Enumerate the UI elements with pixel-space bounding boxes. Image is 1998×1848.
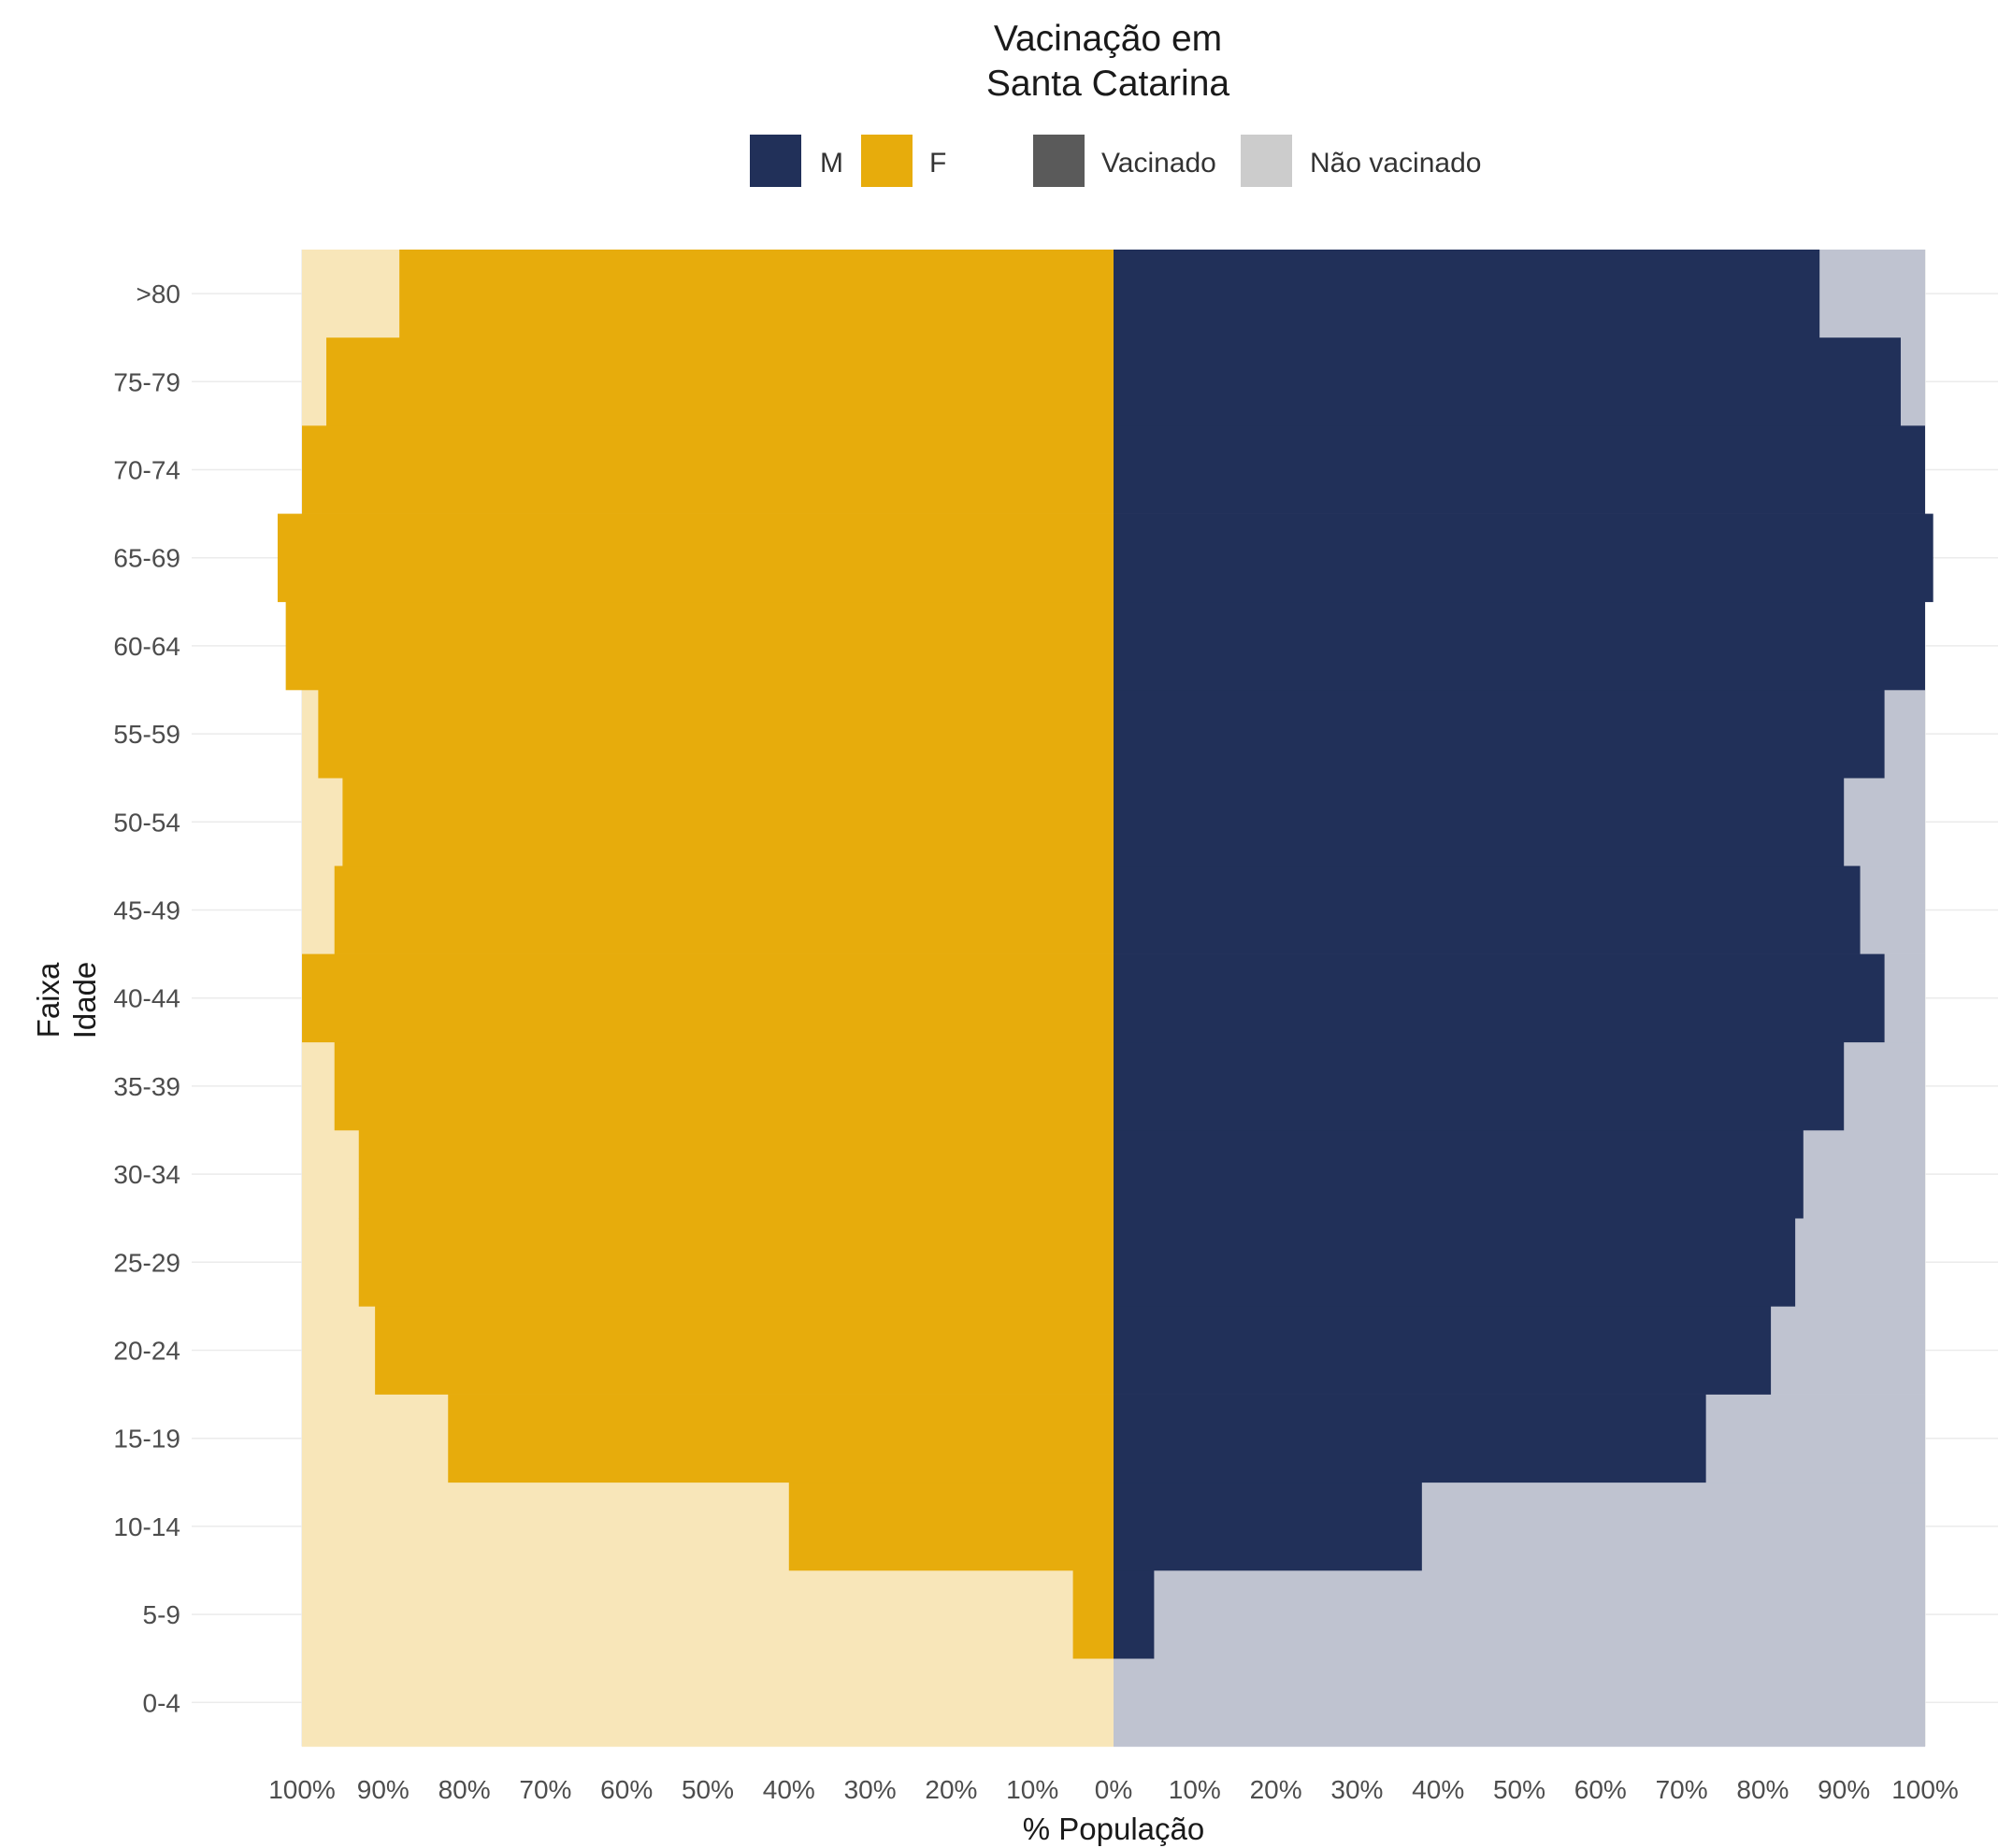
bar-m-unvaccinated <box>1114 1658 1925 1747</box>
bar-m-vaccinated <box>1114 1570 1155 1659</box>
y-axis-title-line1: Faixa <box>31 962 65 1038</box>
bar-m-vaccinated <box>1114 1130 1804 1219</box>
bar-f-vaccinated <box>448 1394 1114 1483</box>
x-tick-label: 60% <box>1574 1775 1627 1804</box>
bar-m-vaccinated <box>1114 1306 1772 1395</box>
x-tick-label: 100% <box>1891 1775 1959 1804</box>
x-tick-label: 100% <box>268 1775 336 1804</box>
bar-m-vaccinated <box>1114 1394 1706 1483</box>
bar-m-vaccinated <box>1114 513 1933 603</box>
y-tick-label: 25-29 <box>113 1248 180 1277</box>
legend-key-vacinado <box>1033 135 1085 187</box>
y-tick-label: 5-9 <box>143 1600 180 1629</box>
bar-m-vaccinated <box>1114 778 1845 867</box>
y-tick-label: 40-44 <box>113 984 180 1013</box>
x-tick-label: 10% <box>1006 1775 1058 1804</box>
bar-m-vaccinated <box>1114 601 1925 691</box>
x-tick-label: 40% <box>1412 1775 1464 1804</box>
bar-m-vaccinated <box>1114 866 1861 954</box>
x-tick-label: 40% <box>763 1775 815 1804</box>
y-tick-label: >80 <box>137 279 181 308</box>
bar-f-vaccinated <box>342 778 1114 867</box>
y-tick-labels: 0-4 5-9 10-14 15-19 20-24 25-29 30-34 35-39 40-4… <box>113 279 180 1717</box>
bar-f-vaccinated <box>326 337 1114 426</box>
x-tick-label: 20% <box>1250 1775 1302 1804</box>
y-tick-label: 30-34 <box>113 1160 180 1189</box>
legend-label-m: M <box>820 148 843 179</box>
x-axis-title: % População <box>1023 1812 1204 1846</box>
legend-label-f: F <box>929 148 947 179</box>
bar-f-vaccinated <box>375 1306 1114 1395</box>
y-tick-label: 10-14 <box>113 1512 180 1541</box>
x-tick-label: 50% <box>1493 1775 1545 1804</box>
bar-m-vaccinated <box>1114 1218 1796 1307</box>
y-tick-label: 45-49 <box>113 896 180 925</box>
bar-m-vaccinated <box>1114 953 1885 1043</box>
bar-m-unvaccinated <box>1114 1570 1925 1659</box>
vaccinated-bars <box>277 250 1933 1659</box>
bar-f-vaccinated <box>318 690 1114 779</box>
legend-key-f <box>861 135 913 187</box>
bar-f-vaccinated <box>1072 1570 1114 1659</box>
chart-title-line1: Vacinação em <box>993 19 1223 59</box>
y-tick-label: 50-54 <box>113 808 180 837</box>
bar-m-vaccinated <box>1114 1482 1422 1571</box>
bar-f-vaccinated <box>302 425 1114 514</box>
legend-key-nao-vacinado <box>1241 135 1292 187</box>
x-tick-label: 80% <box>438 1775 491 1804</box>
legend-key-m <box>750 135 801 187</box>
bar-f-unvaccinated <box>302 1570 1114 1659</box>
x-tick-label: 90% <box>357 1775 410 1804</box>
bar-f-vaccinated <box>788 1482 1114 1571</box>
bar-m-vaccinated <box>1114 1041 1845 1131</box>
x-tick-label: 80% <box>1736 1775 1789 1804</box>
y-tick-label: 55-59 <box>113 720 180 749</box>
x-tick-label: 70% <box>1656 1775 1708 1804</box>
y-tick-label: 75-79 <box>113 367 180 396</box>
bar-f-vaccinated <box>302 953 1114 1043</box>
bar-f-vaccinated <box>334 1041 1114 1131</box>
y-tick-label: 15-19 <box>113 1425 180 1454</box>
y-tick-label: 70-74 <box>113 456 180 485</box>
x-tick-label: 30% <box>1330 1775 1383 1804</box>
x-tick-label: 0% <box>1095 1775 1132 1804</box>
bar-f-vaccinated <box>399 250 1114 338</box>
bar-f-vaccinated <box>334 866 1114 954</box>
y-tick-label: 20-24 <box>113 1337 180 1366</box>
x-tick-label: 30% <box>844 1775 897 1804</box>
legend-label-nao-vacinado: Não vacinado <box>1310 148 1482 179</box>
bar-m-vaccinated <box>1114 337 1901 426</box>
legend: M F Vacinado Não vacinado <box>0 135 1998 191</box>
bar-f-vaccinated <box>277 513 1114 603</box>
bar-m-vaccinated <box>1114 690 1885 779</box>
legend-label-vacinado: Vacinado <box>1101 148 1216 179</box>
bar-f-unvaccinated <box>302 1658 1114 1747</box>
x-tick-label: 10% <box>1169 1775 1221 1804</box>
bar-f-vaccinated <box>358 1130 1114 1219</box>
y-tick-label: 60-64 <box>113 632 180 661</box>
chart-title-line2: Santa Catarina <box>985 64 1230 104</box>
x-tick-label: 60% <box>600 1775 653 1804</box>
y-tick-label: 0-4 <box>143 1688 180 1717</box>
bar-f-vaccinated <box>358 1218 1114 1307</box>
bar-m-vaccinated <box>1114 425 1925 514</box>
x-tick-label: 90% <box>1818 1775 1870 1804</box>
x-tick-label: 50% <box>682 1775 734 1804</box>
x-tick-label: 20% <box>925 1775 977 1804</box>
y-tick-label: 35-39 <box>113 1072 180 1101</box>
bar-m-vaccinated <box>1114 250 1820 338</box>
x-tick-labels: 100% 90% 80% 70% 60% 50% 40% 30% 20% 10% 0% 10% 20% 3… <box>268 1775 1959 1804</box>
bar-f-vaccinated <box>285 601 1114 691</box>
y-tick-label: 65-69 <box>113 544 180 573</box>
y-axis-title-line2: Idade <box>67 962 102 1039</box>
x-tick-label: 70% <box>519 1775 571 1804</box>
